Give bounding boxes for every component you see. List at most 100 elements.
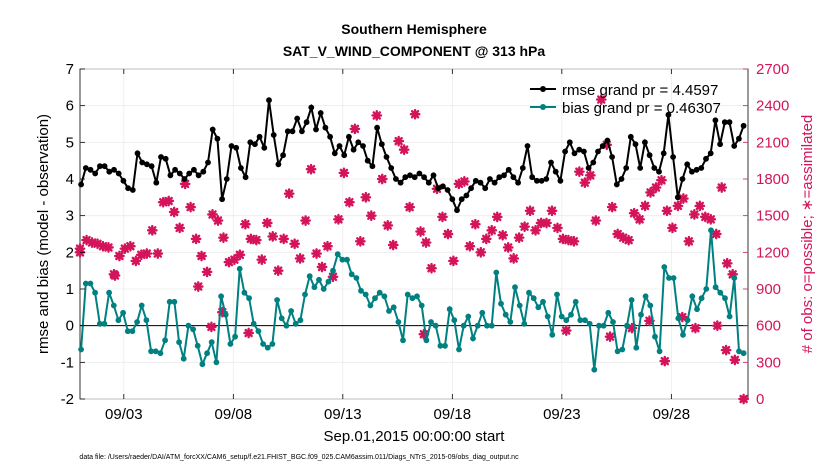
assimilated-obs-point	[535, 217, 547, 229]
assimilated-obs-point	[130, 255, 142, 267]
assimilated-obs-point	[365, 210, 377, 222]
bias-point	[442, 342, 448, 349]
assimilated-obs-point-star	[223, 256, 235, 268]
assimilated-obs-point	[398, 144, 410, 156]
assimilated-obs-point	[639, 200, 651, 212]
assimilated-obs-point-star	[343, 196, 355, 208]
assimilated-obs-point	[623, 234, 635, 246]
bias-point	[740, 350, 747, 357]
assimilated-obs-point-star	[694, 200, 706, 212]
assimilated-obs-point	[201, 266, 213, 278]
assimilated-obs-point-low-star	[676, 311, 688, 323]
assimilated-obs-point-star	[480, 233, 492, 245]
assimilated-obs-point	[179, 178, 191, 190]
rmse-point	[425, 179, 432, 186]
assimilated-obs-point	[376, 173, 388, 185]
legend-rmse-label: rmse grand pr = 4.4597	[562, 82, 718, 99]
rmse-point	[613, 181, 620, 188]
bias-point	[451, 317, 458, 324]
bias-point	[698, 295, 705, 302]
rmse-point	[557, 177, 564, 184]
assimilated-obs-point	[135, 249, 147, 261]
assimilated-obs-point-star	[327, 271, 339, 283]
rmse-point	[524, 143, 531, 149]
rmse-point	[440, 183, 446, 190]
bias-point	[376, 289, 383, 296]
rmse-point	[482, 185, 489, 192]
bias-point	[124, 328, 131, 335]
rmse-point	[656, 168, 662, 175]
assimilated-obs-point-star	[119, 243, 131, 255]
rmse-point	[642, 139, 648, 146]
rmse-point	[604, 137, 611, 144]
assimilated-obs-point	[694, 200, 706, 212]
assimilated-obs-point	[349, 123, 361, 135]
rmse-point	[585, 165, 592, 171]
assimilated-obs-point	[157, 196, 169, 208]
assimilated-obs-point	[409, 108, 421, 120]
assimilated-obs-point-star	[639, 200, 651, 212]
bias-point	[488, 322, 495, 329]
assimilated-obs-point-star	[475, 246, 487, 258]
x-tick-label: 09/08	[215, 406, 253, 423]
assimilated-obs-point	[124, 240, 136, 252]
bias-point	[670, 275, 677, 281]
assimilated-obs-point-star	[415, 226, 426, 237]
rmse-point	[454, 207, 460, 214]
bias-point	[176, 339, 183, 346]
assimilated-obs-point-low	[690, 322, 701, 334]
bias-point	[162, 337, 169, 344]
bias-point	[689, 293, 696, 300]
assimilated-obs-point-star	[393, 135, 405, 147]
assimilated-obs-point	[196, 250, 207, 262]
assimilated-obs-point	[289, 238, 301, 250]
bias-point	[502, 311, 509, 318]
rmse-point	[242, 174, 249, 181]
assimilated-obs-point	[250, 234, 262, 246]
bias-point	[78, 346, 84, 353]
assimilated-obs-point-star	[212, 215, 224, 226]
assimilated-obs-point	[601, 139, 613, 151]
assimilated-obs-point-star	[584, 169, 596, 181]
bias-point	[101, 320, 108, 327]
assimilated-obs-point	[168, 206, 180, 218]
assimilated-obs-point	[92, 238, 103, 250]
assimilated-obs-point	[333, 213, 344, 225]
assimilated-obs-point	[710, 228, 722, 240]
bias-point	[250, 320, 257, 327]
assimilated-obs-point	[223, 256, 235, 268]
bias-point	[348, 271, 355, 278]
assimilated-obs-point	[458, 176, 470, 187]
assimilated-obs-point-low	[729, 354, 741, 366]
assimilated-obs-point-star	[289, 238, 301, 250]
bias-point	[96, 320, 103, 327]
rmse-point	[510, 174, 517, 181]
assimilated-obs-point-star	[688, 209, 700, 220]
assimilated-obs-point-star	[524, 205, 536, 217]
assimilated-obs-point	[705, 213, 717, 225]
assimilated-obs-point	[81, 234, 92, 246]
rmse-point	[397, 179, 404, 186]
bias-point	[694, 306, 700, 313]
assimilated-obs-point	[524, 205, 536, 217]
assimilated-obs-point-low	[192, 281, 204, 292]
rmse-point	[421, 174, 427, 181]
rmse-point	[360, 143, 366, 149]
legend-bias-label: bias grand pr = 0.46307	[562, 100, 721, 117]
bias-point	[227, 341, 234, 347]
assimilated-obs-point-star	[157, 196, 169, 208]
rmse-point	[294, 115, 301, 122]
rmse-point	[402, 174, 409, 181]
bias-point	[493, 269, 500, 276]
assimilated-obs-point-star	[267, 231, 279, 242]
rmse-point	[449, 196, 456, 203]
assimilated-obs-point-star	[628, 207, 640, 219]
assimilated-obs-point-star	[371, 110, 383, 121]
assimilated-obs-point-star	[508, 253, 520, 264]
bias-point	[110, 302, 117, 309]
assimilated-obs-point-star	[458, 176, 470, 187]
assimilated-obs-point-low-star	[720, 344, 732, 356]
assimilated-obs-point-star	[645, 187, 656, 198]
rmse-point	[618, 176, 625, 182]
x-tick-label: 09/03	[105, 406, 143, 423]
